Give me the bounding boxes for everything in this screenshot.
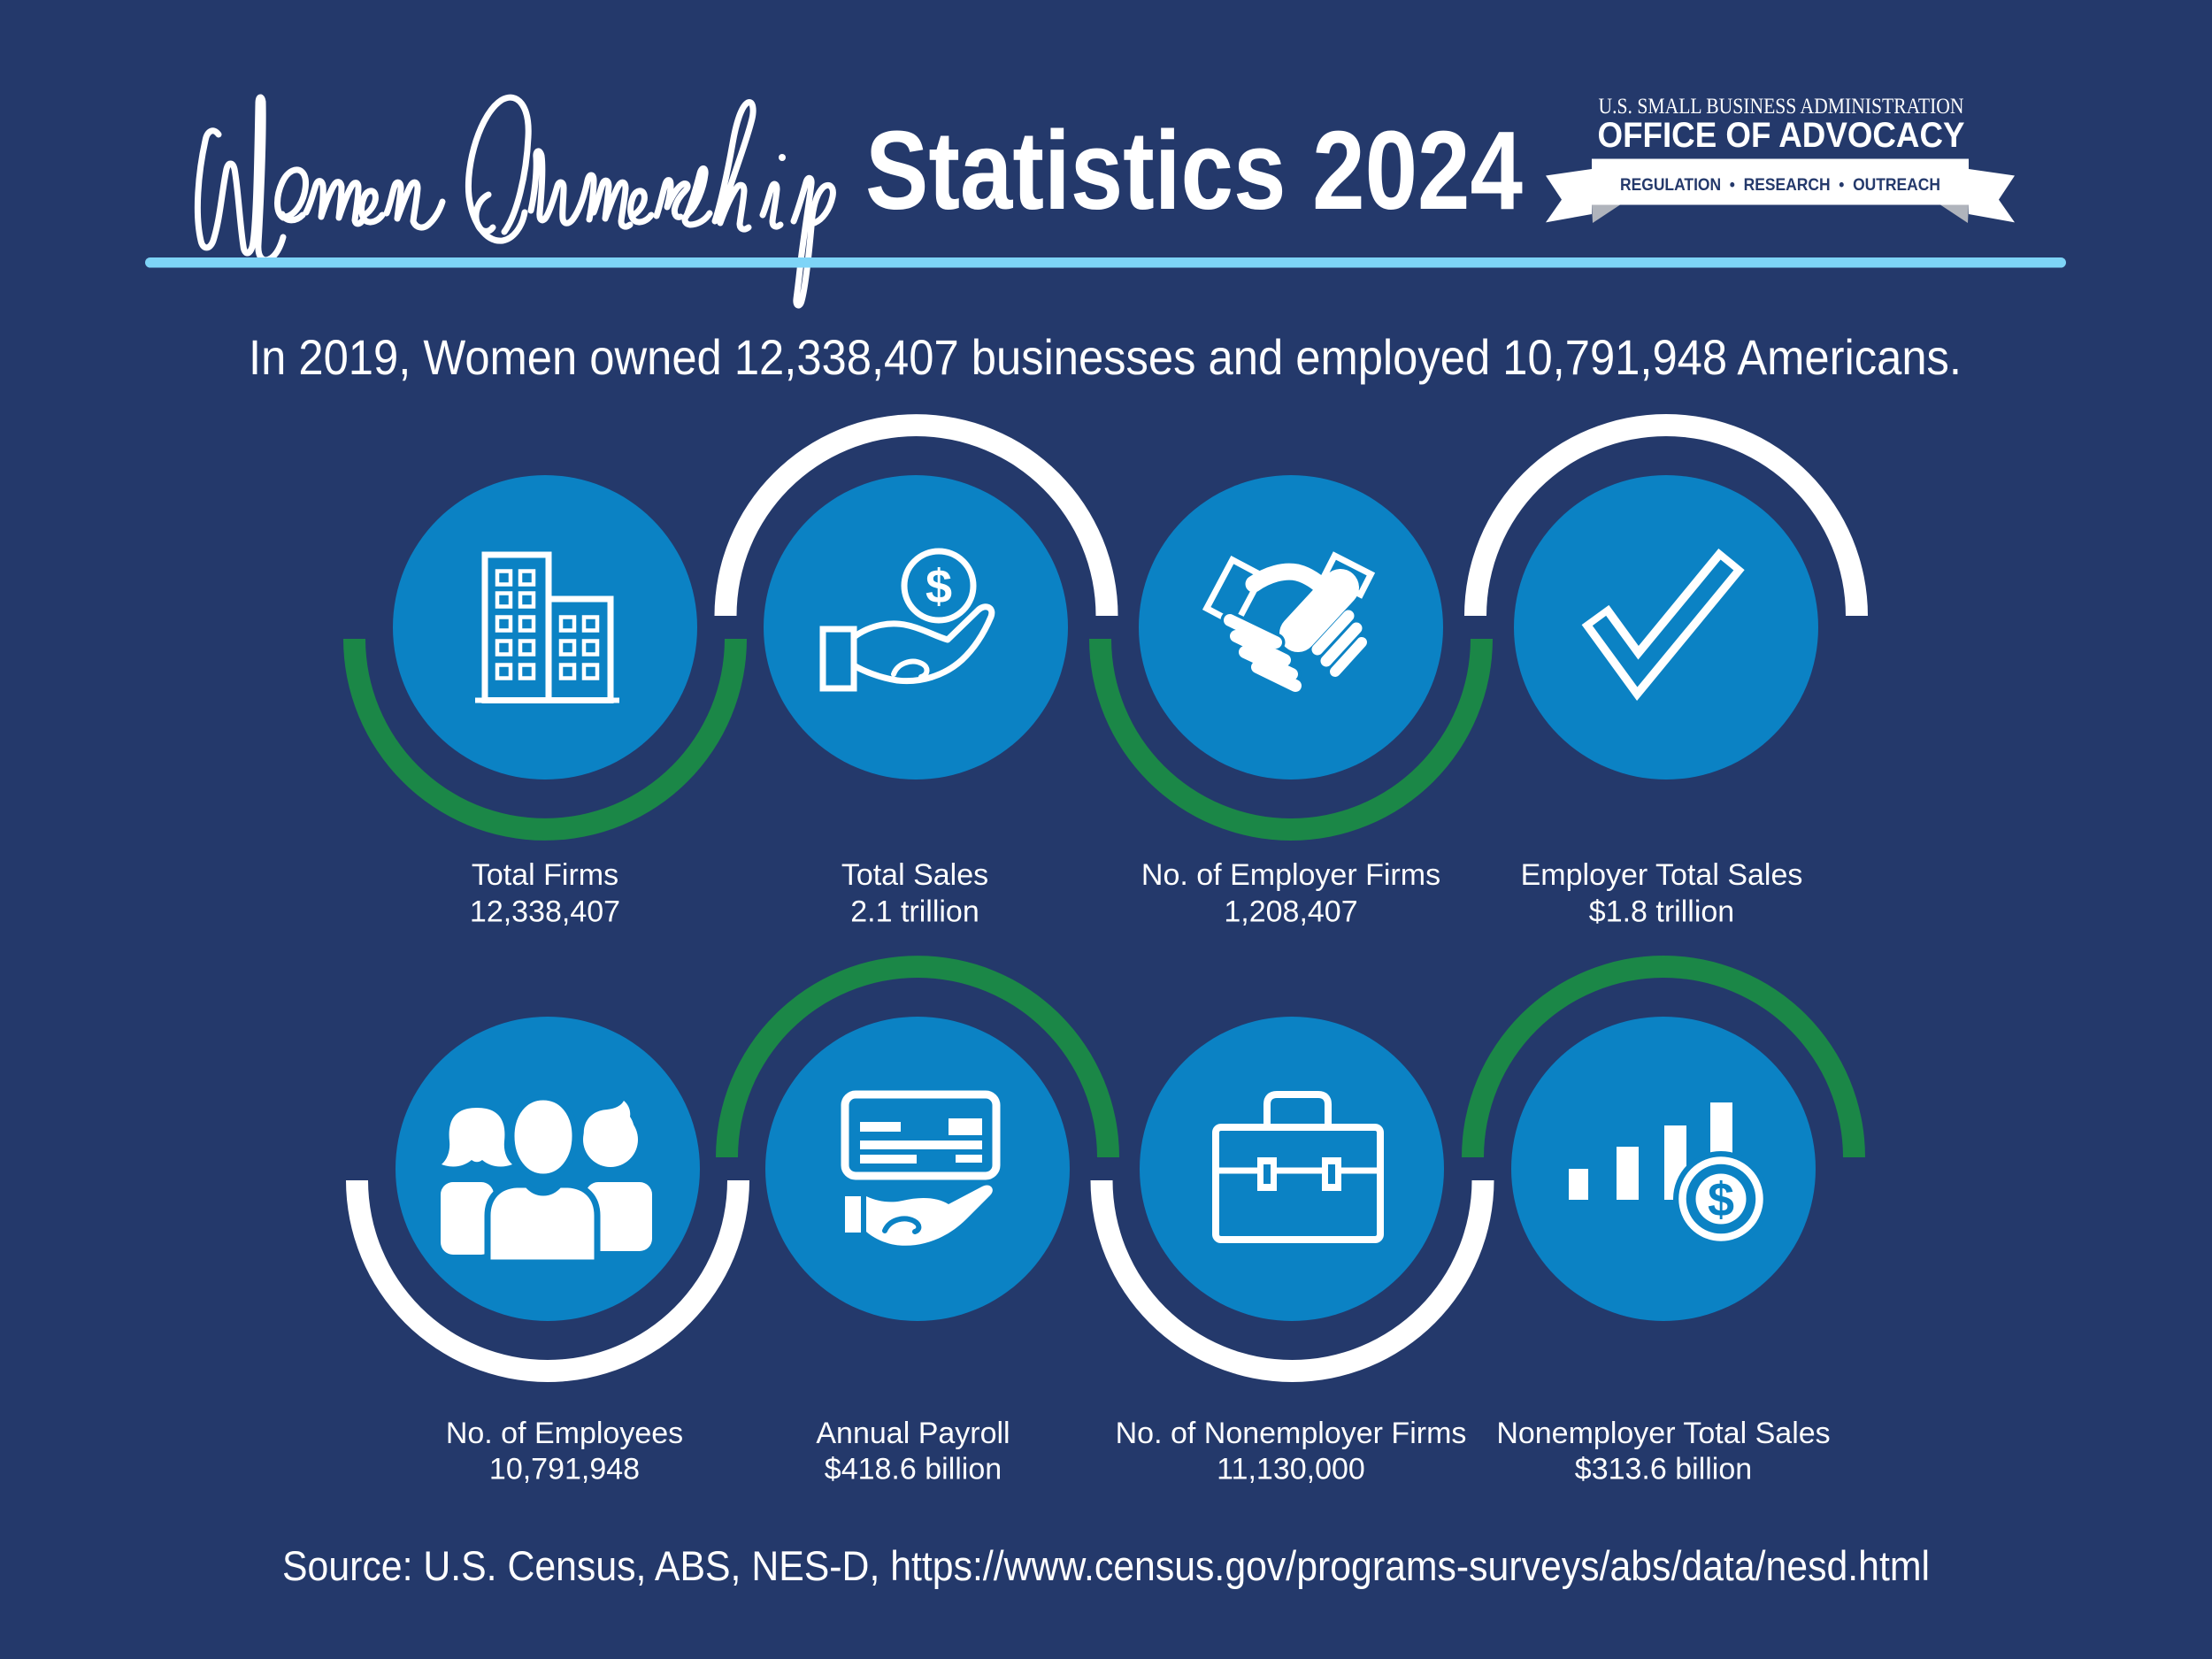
svg-text:$: $ <box>926 560 952 613</box>
svg-text:Annual Payroll: Annual Payroll <box>816 1417 1010 1450</box>
svg-text:1,208,407: 1,208,407 <box>1224 895 1357 929</box>
svg-text:11,130,000: 11,130,000 <box>1217 1453 1365 1486</box>
svg-text:$1.8 trillion: $1.8 trillion <box>1589 895 1734 929</box>
svg-text:$: $ <box>1708 1173 1734 1226</box>
svg-text:U.S. SMALL BUSINESS ADMINISTRA: U.S. SMALL BUSINESS ADMINISTRATION <box>1599 95 1964 119</box>
svg-text:Source: U.S. Census, ABS, NES-: Source: U.S. Census, ABS, NES-D, https:/… <box>282 1542 1930 1589</box>
svg-text:$313.6 billion: $313.6 billion <box>1575 1453 1752 1486</box>
svg-text:OFFICE OF ADVOCACY: OFFICE OF ADVOCACY <box>1598 116 1965 155</box>
svg-text:12,338,407: 12,338,407 <box>470 895 620 929</box>
svg-text:No. of Nonemployer Firms: No. of Nonemployer Firms <box>1116 1417 1467 1450</box>
svg-text:In 2019, Women owned 12,338,40: In 2019, Women owned 12,338,407 business… <box>249 329 1962 385</box>
svg-text:Total Firms: Total Firms <box>472 858 618 892</box>
svg-text:No. of Employer Firms: No. of Employer Firms <box>1141 858 1440 892</box>
svg-text:Employer Total Sales: Employer Total Sales <box>1521 858 1803 892</box>
svg-text:REGULATION • RESEARCH • OU: REGULATION • RESEARCH • OUTREACH <box>1620 175 1940 195</box>
svg-text:2.1 trillion: 2.1 trillion <box>850 895 979 929</box>
svg-text:Statistics 2024: Statistics 2024 <box>865 108 1523 233</box>
svg-text:Total Sales: Total Sales <box>841 858 988 892</box>
svg-text:No. of Employees: No. of Employees <box>446 1417 683 1450</box>
svg-text:Nonemployer Total Sales: Nonemployer Total Sales <box>1496 1417 1830 1450</box>
svg-text:10,791,948: 10,791,948 <box>489 1453 640 1486</box>
svg-text:$418.6 billion: $418.6 billion <box>825 1453 1002 1486</box>
